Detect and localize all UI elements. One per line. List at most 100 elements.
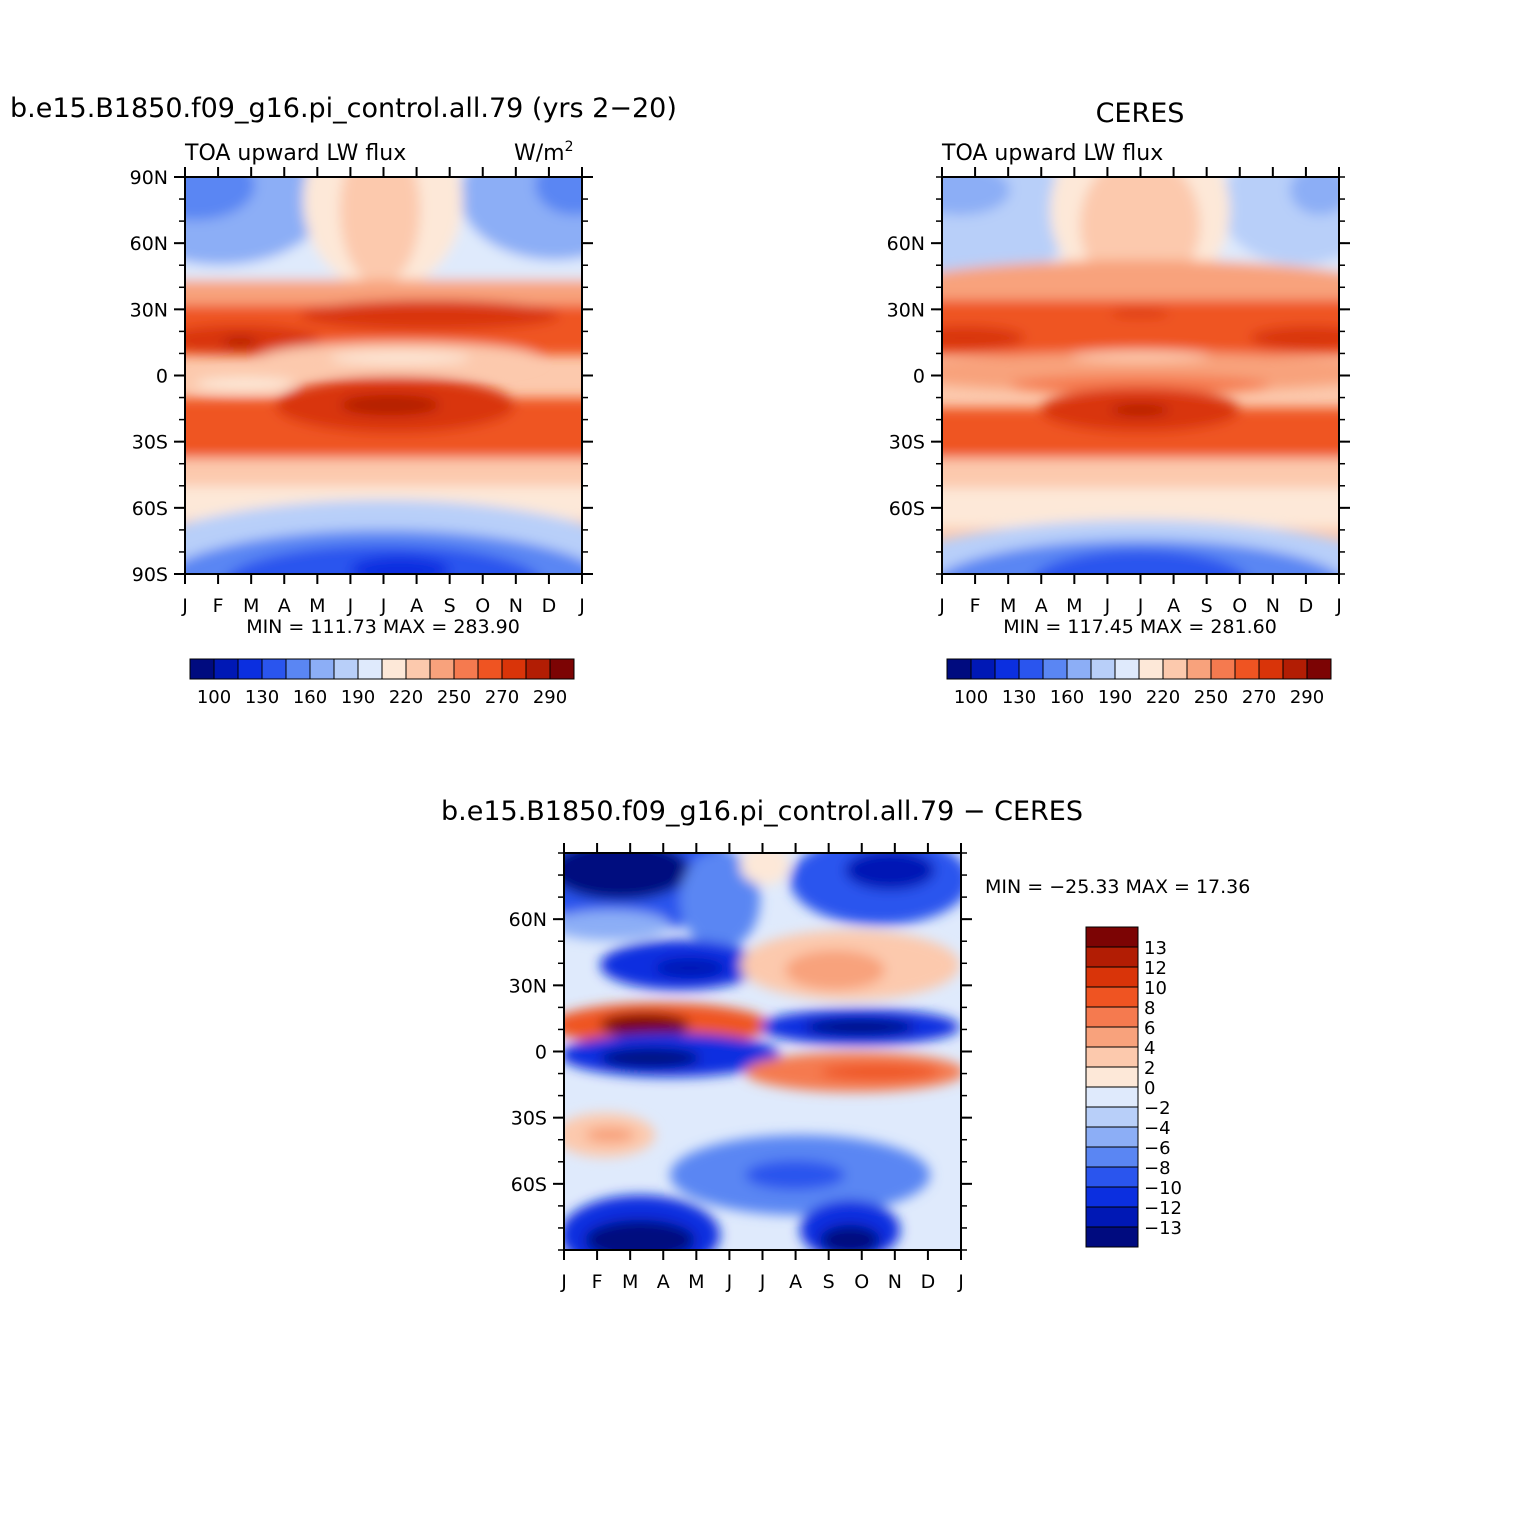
diff-ytick-label: 60S (511, 1174, 547, 1196)
diff-colorbar-label: 0 (1144, 1078, 1155, 1099)
diff-min-max: MIN = −25.33 MAX = 17.36 (985, 876, 1250, 898)
diff-colorbar-label: −4 (1144, 1118, 1171, 1139)
obs-xtick-label: J (1104, 595, 1111, 617)
obs-colorbar-label: 290 (1290, 687, 1324, 708)
model-colorbar-swatch (357, 658, 383, 680)
model-xtick-label: F (213, 595, 224, 617)
model-colorbar-label: 290 (533, 687, 567, 708)
diff-sp-b (585, 1220, 695, 1250)
diff-np-b (564, 853, 690, 900)
diff-xtick-label: O (854, 1271, 869, 1293)
diff-s30-red-in (585, 1127, 635, 1143)
model-ytick-label: 90N (130, 167, 168, 189)
model-ytick-label: 60N (130, 233, 168, 255)
obs-ytick-label: 30N (887, 299, 925, 321)
obs-xtick-label: D (1299, 595, 1314, 617)
diff-colorbar-swatch (1085, 1066, 1139, 1088)
obs-colorbar-label: 270 (1242, 687, 1276, 708)
diff-colorbar-label: −8 (1144, 1158, 1171, 1179)
obs-xtick-label: S (1201, 595, 1213, 617)
diff-colorbar-label: 13 (1144, 938, 1167, 959)
model-xtick-label: S (444, 595, 456, 617)
model-band-ntrop-mid (300, 300, 560, 330)
model-xtick-label: J (578, 595, 585, 617)
model-xtick-label: N (509, 595, 523, 617)
diff-colorbar-swatch (1085, 1226, 1139, 1248)
model-colorbar-swatch (405, 658, 431, 680)
model-band-smid (185, 458, 582, 488)
model-colorbar-swatch (333, 658, 359, 680)
model-xtick-label: M (243, 595, 259, 617)
model-colorbar-label: 270 (485, 687, 519, 708)
obs-colorbar-swatch (946, 658, 972, 680)
diff-colorbar-label: −6 (1144, 1138, 1171, 1159)
model-band-np-left-in (185, 177, 255, 220)
model-ytick-label: 0 (156, 366, 168, 388)
model-left-label: TOA upward LW flux (184, 141, 406, 166)
diff-colorbar-label: 8 (1144, 998, 1155, 1019)
obs-xtick-label: A (1035, 595, 1048, 617)
diff-colorbar-swatch (1085, 926, 1139, 948)
model-band-strop-max (340, 395, 440, 415)
diff-xtick-label: J (759, 1271, 766, 1293)
diff-np-e (680, 853, 760, 950)
diff-colorbar-label: −12 (1144, 1198, 1182, 1219)
obs-xtick-label: J (938, 595, 945, 617)
obs-colorbar-swatch (1162, 658, 1188, 680)
diff-colorbar-swatch (1085, 1046, 1139, 1068)
model-xtick-label: J (380, 595, 387, 617)
diff-colorbar-swatch (1085, 1126, 1139, 1148)
obs-colorbar-label: 190 (1098, 687, 1132, 708)
diff-np-d (845, 853, 935, 890)
model-units-base: W/m (514, 141, 565, 166)
obs-colorbar-label: 130 (1002, 687, 1036, 708)
obs-band-strop-max (1110, 404, 1170, 416)
model-colorbar-swatch (477, 658, 503, 680)
diff-ytick-label: 30N (509, 975, 547, 997)
model-colorbar-swatch (549, 658, 575, 680)
diff-ytick-label: 0 (535, 1042, 547, 1064)
diff-eq-red-in (820, 1064, 940, 1080)
diff-xtick-label: A (657, 1271, 670, 1293)
diff-xtick-label: J (957, 1271, 964, 1293)
model-colorbar-swatch (453, 658, 479, 680)
obs-colorbar-label: 100 (954, 687, 988, 708)
obs-band-np-left (942, 177, 1075, 280)
model-colorbar-swatch (237, 658, 263, 680)
obs-colorbar-swatch (1282, 658, 1308, 680)
model-colorbar-swatch (381, 658, 407, 680)
obs-colorbar-swatch (1234, 658, 1260, 680)
model-ytick-label: 60S (132, 498, 168, 520)
diff-xtick-label: J (726, 1271, 733, 1293)
diff-eq-blue-in (600, 1048, 700, 1068)
diff-panel: b.e15.B1850.f09_g16.pi_control.all.79 − … (441, 796, 1250, 1293)
diff-itcz-blue-in (805, 1019, 915, 1035)
diff-xtick-label: N (888, 1271, 902, 1293)
diff-colorbar-swatch (1085, 1166, 1139, 1188)
diff-ytick-label: 30S (511, 1108, 547, 1130)
obs-xtick-label: J (1335, 595, 1342, 617)
diff-colorbar-label: −10 (1144, 1178, 1182, 1199)
diff-n40-blue-in (655, 958, 725, 978)
diff-colorbar-label: 4 (1144, 1038, 1155, 1059)
obs-xtick-label: M (1000, 595, 1016, 617)
model-colorbar-swatch (189, 658, 215, 680)
diff-ytick-label: 60N (509, 909, 547, 931)
model-xtick-label: A (410, 595, 423, 617)
diff-np-f (740, 853, 790, 885)
obs-band-ntrop-center (1110, 309, 1170, 317)
model-band-itcz-low-in (330, 352, 470, 364)
model-colorbar-swatch (309, 658, 335, 680)
obs-band-eq-in (1070, 350, 1210, 362)
model-colorbar-swatch (285, 658, 311, 680)
diff-colorbar-label: 12 (1144, 958, 1167, 979)
obs-band-ntrop-right (1250, 326, 1339, 350)
diff-colorbar-swatch (1085, 946, 1139, 968)
diff-colorbar-swatch (1085, 1106, 1139, 1128)
obs-title: CERES (1096, 98, 1185, 129)
diff-colorbar-swatch (1085, 1026, 1139, 1048)
